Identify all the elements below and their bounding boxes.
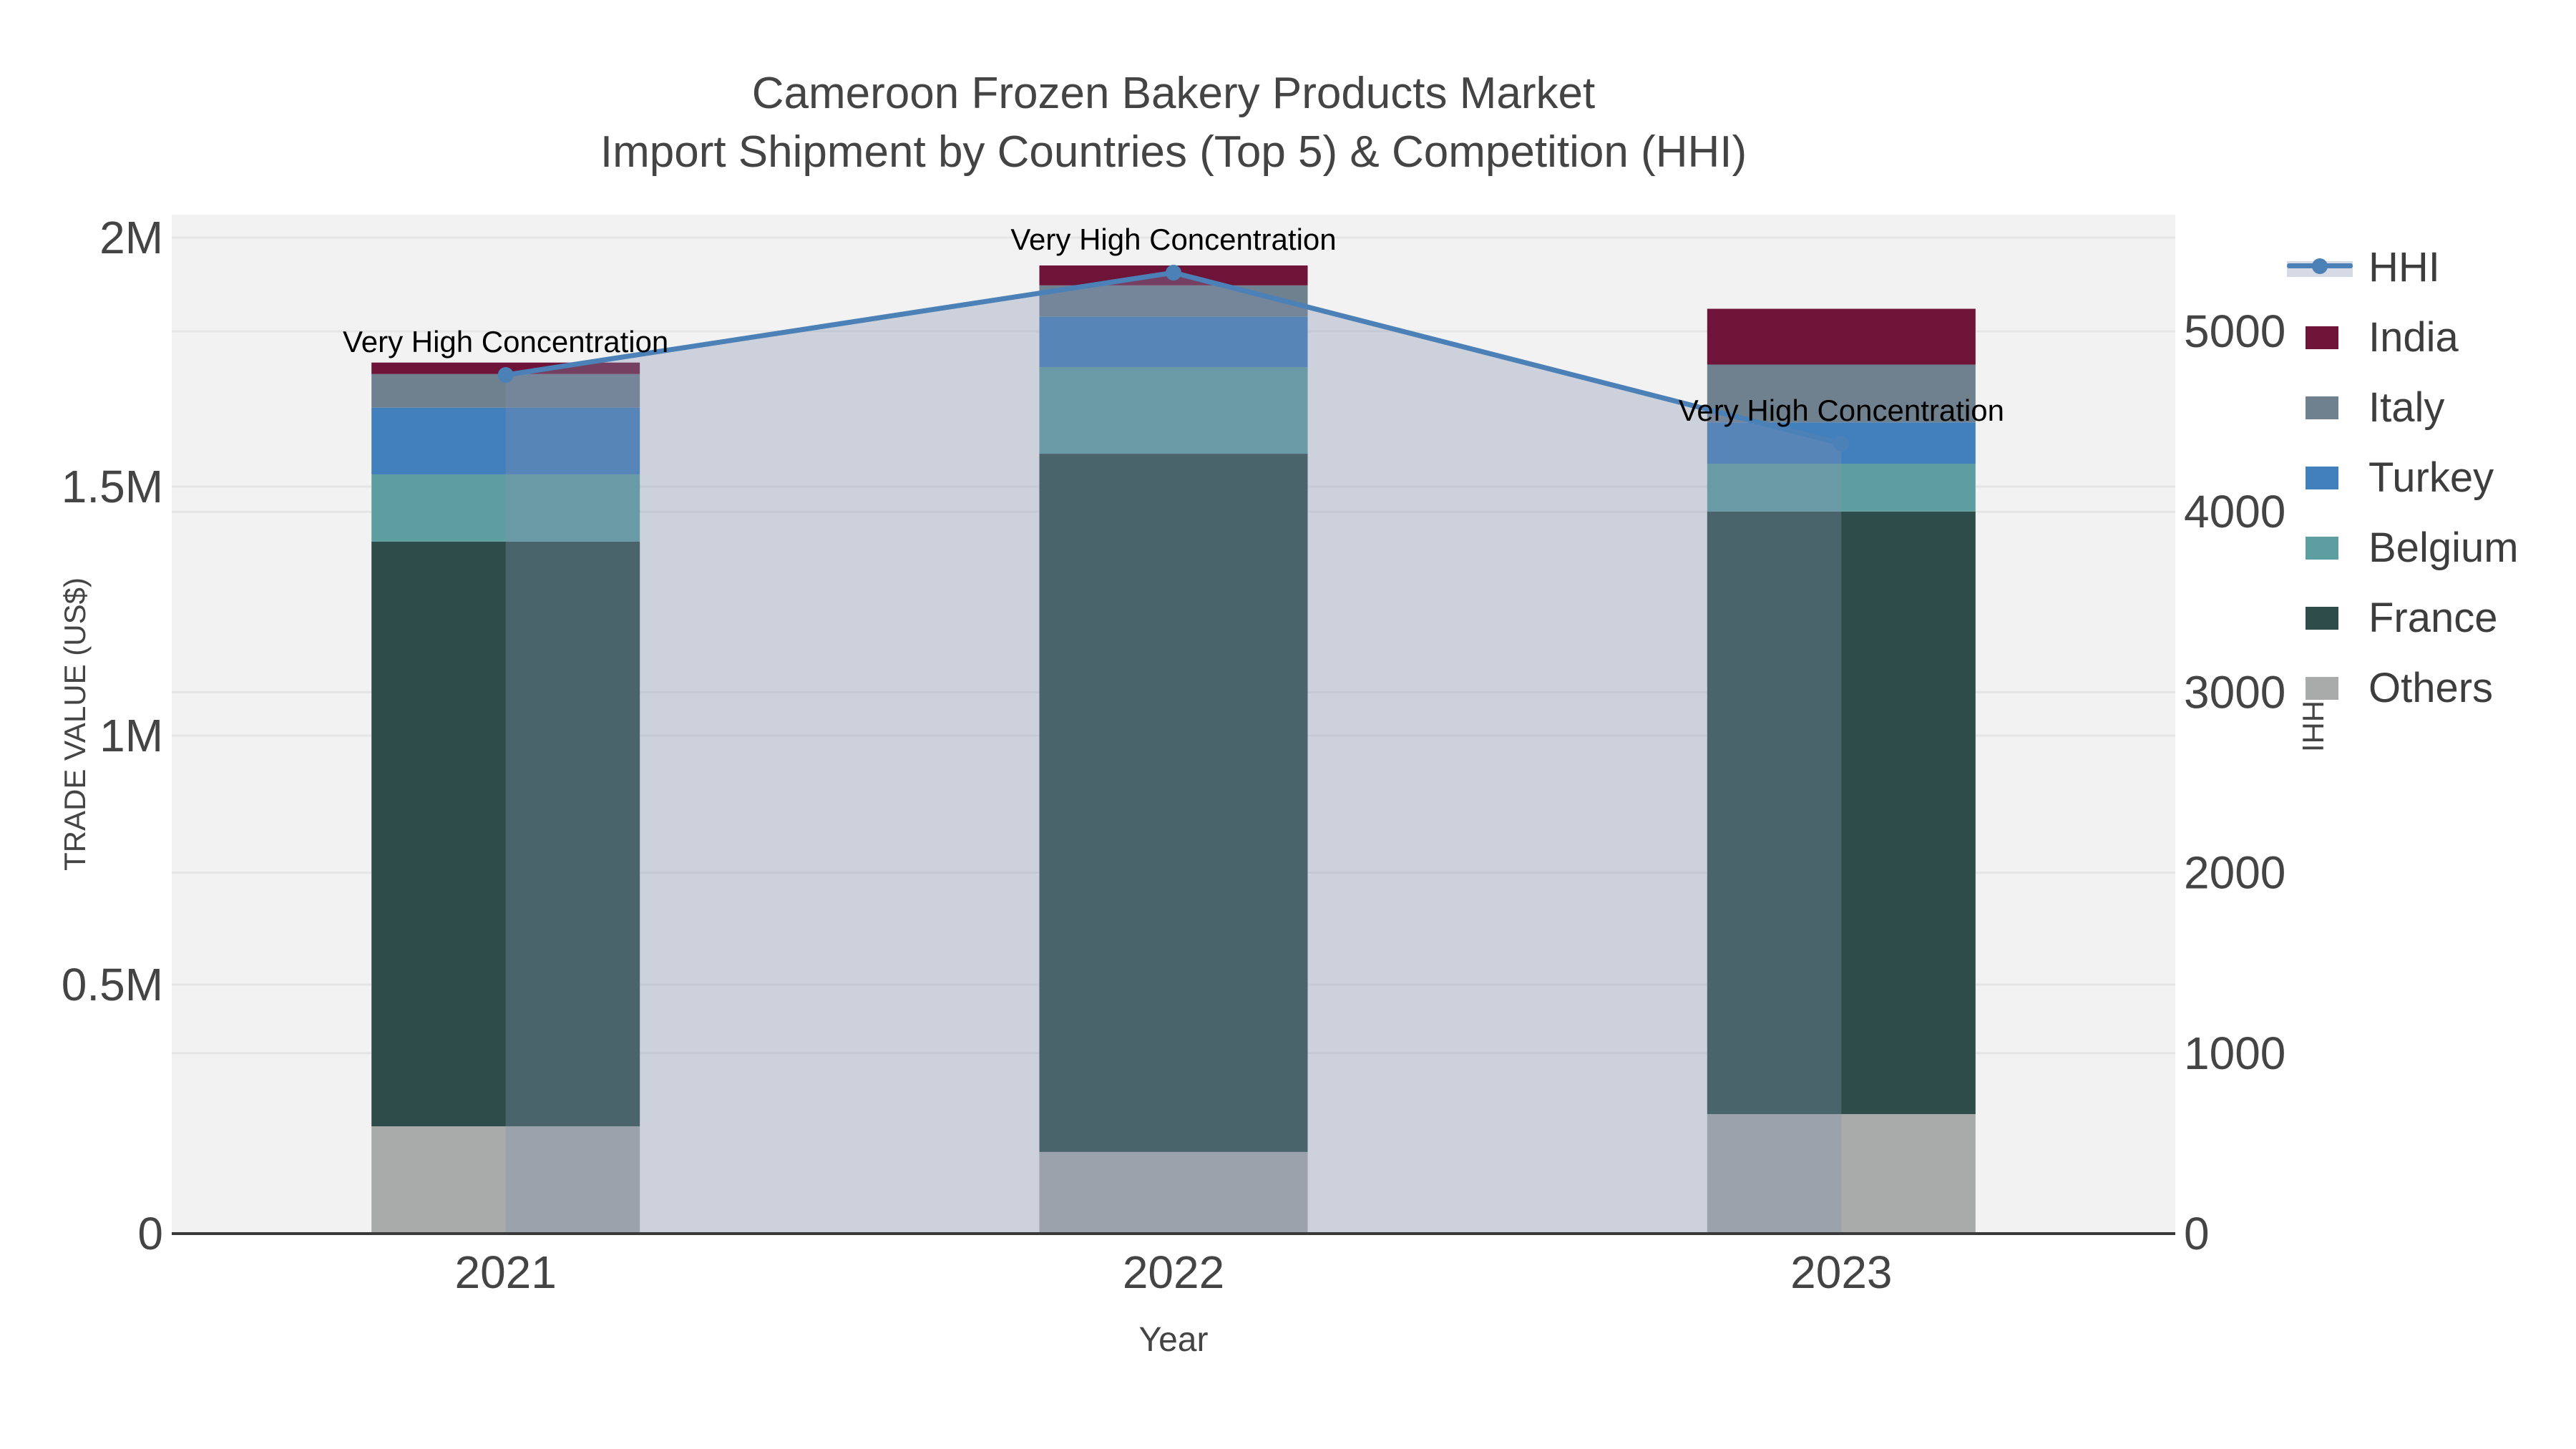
- hhi-point-2023[interactable]: [1833, 435, 1850, 452]
- legend-item-turkey[interactable]: Turkey: [2287, 443, 2573, 513]
- hhi-line-icon: [2287, 256, 2368, 279]
- bar-2023-belgium[interactable]: [1707, 463, 1976, 512]
- italy-swatch-icon: [2306, 396, 2338, 419]
- y-right-tick-2000: 2000: [2184, 847, 2285, 899]
- legend-label-india: India: [2368, 314, 2459, 361]
- y-right-tick-1000: 1000: [2184, 1028, 2285, 1079]
- legend-item-belgium[interactable]: Belgium: [2287, 513, 2573, 583]
- others-swatch-icon: [2306, 677, 2338, 700]
- belgium-swatch-icon: [2306, 537, 2338, 560]
- legend-item-others[interactable]: Others: [2287, 653, 2573, 723]
- legend-label-turkey: Turkey: [2368, 454, 2494, 501]
- bar-2021-turkey[interactable]: [371, 407, 640, 474]
- y-left-tick-1.5M: 1.5M: [62, 461, 163, 512]
- x-tick-2021: 2021: [454, 1246, 556, 1298]
- chart-subtitle: Import Shipment by Countries (Top 5) & C…: [600, 127, 1747, 177]
- hhi-area-fill: [505, 273, 1842, 1234]
- y-left-tick-1M: 1M: [99, 710, 163, 761]
- bar-2021-france[interactable]: [371, 541, 640, 1127]
- annotation-2023: Very High Concentration: [1679, 394, 2004, 427]
- legend-item-india[interactable]: India: [2287, 303, 2573, 373]
- bar-2023-italy[interactable]: [1707, 364, 1976, 423]
- y-right-tick-3000: 3000: [2184, 666, 2285, 718]
- x-tick-2023: 2023: [1790, 1246, 1892, 1298]
- x-axis-title: Year: [1138, 1321, 1209, 1359]
- y-right-tick-0: 0: [2184, 1208, 2210, 1259]
- legend-label-italy: Italy: [2368, 384, 2445, 431]
- bar-2023-india[interactable]: [1707, 308, 1976, 365]
- bar-2023-others[interactable]: [1707, 1113, 1976, 1234]
- legend-label-others: Others: [2368, 665, 2494, 711]
- legend-item-france[interactable]: France: [2287, 583, 2573, 653]
- bar-2021-others[interactable]: [371, 1126, 640, 1234]
- legend: HHI India Italy Turkey Belgium France Others: [2287, 233, 2573, 723]
- legend-item-italy[interactable]: Italy: [2287, 373, 2573, 443]
- y-right-tick-4000: 4000: [2184, 486, 2285, 537]
- france-swatch-icon: [2306, 607, 2338, 630]
- legend-label-france: France: [2368, 595, 2498, 641]
- y-right-tick-5000: 5000: [2184, 306, 2285, 357]
- y-left-tick-0: 0: [137, 1208, 163, 1259]
- bar-2021-belgium[interactable]: [371, 474, 640, 542]
- hhi-point-2021[interactable]: [497, 367, 514, 384]
- annotation-2021: Very High Concentration: [343, 325, 668, 358]
- bar-2023-france[interactable]: [1707, 511, 1976, 1114]
- chart-title: Cameroon Frozen Bakery Products Market: [751, 69, 1596, 118]
- legend-label-hhi: HHI: [2368, 244, 2440, 291]
- legend-label-belgium: Belgium: [2368, 525, 2519, 571]
- x-tick-2022: 2022: [1123, 1246, 1224, 1298]
- india-swatch-icon: [2306, 326, 2338, 349]
- turkey-swatch-icon: [2306, 467, 2338, 489]
- bar-2022-france[interactable]: [1039, 454, 1308, 1152]
- y-left-tick-0.5M: 0.5M: [62, 959, 163, 1010]
- bar-2022-turkey[interactable]: [1039, 316, 1308, 367]
- annotation-2022: Very High Concentration: [1010, 223, 1336, 256]
- hhi-point-2022[interactable]: [1166, 265, 1181, 281]
- legend-item-hhi[interactable]: HHI: [2287, 233, 2573, 303]
- bar-2022-others[interactable]: [1039, 1151, 1308, 1234]
- bar-2022-italy[interactable]: [1039, 285, 1308, 317]
- y-left-tick-2M: 2M: [99, 212, 163, 263]
- bar-2022-belgium[interactable]: [1039, 366, 1308, 454]
